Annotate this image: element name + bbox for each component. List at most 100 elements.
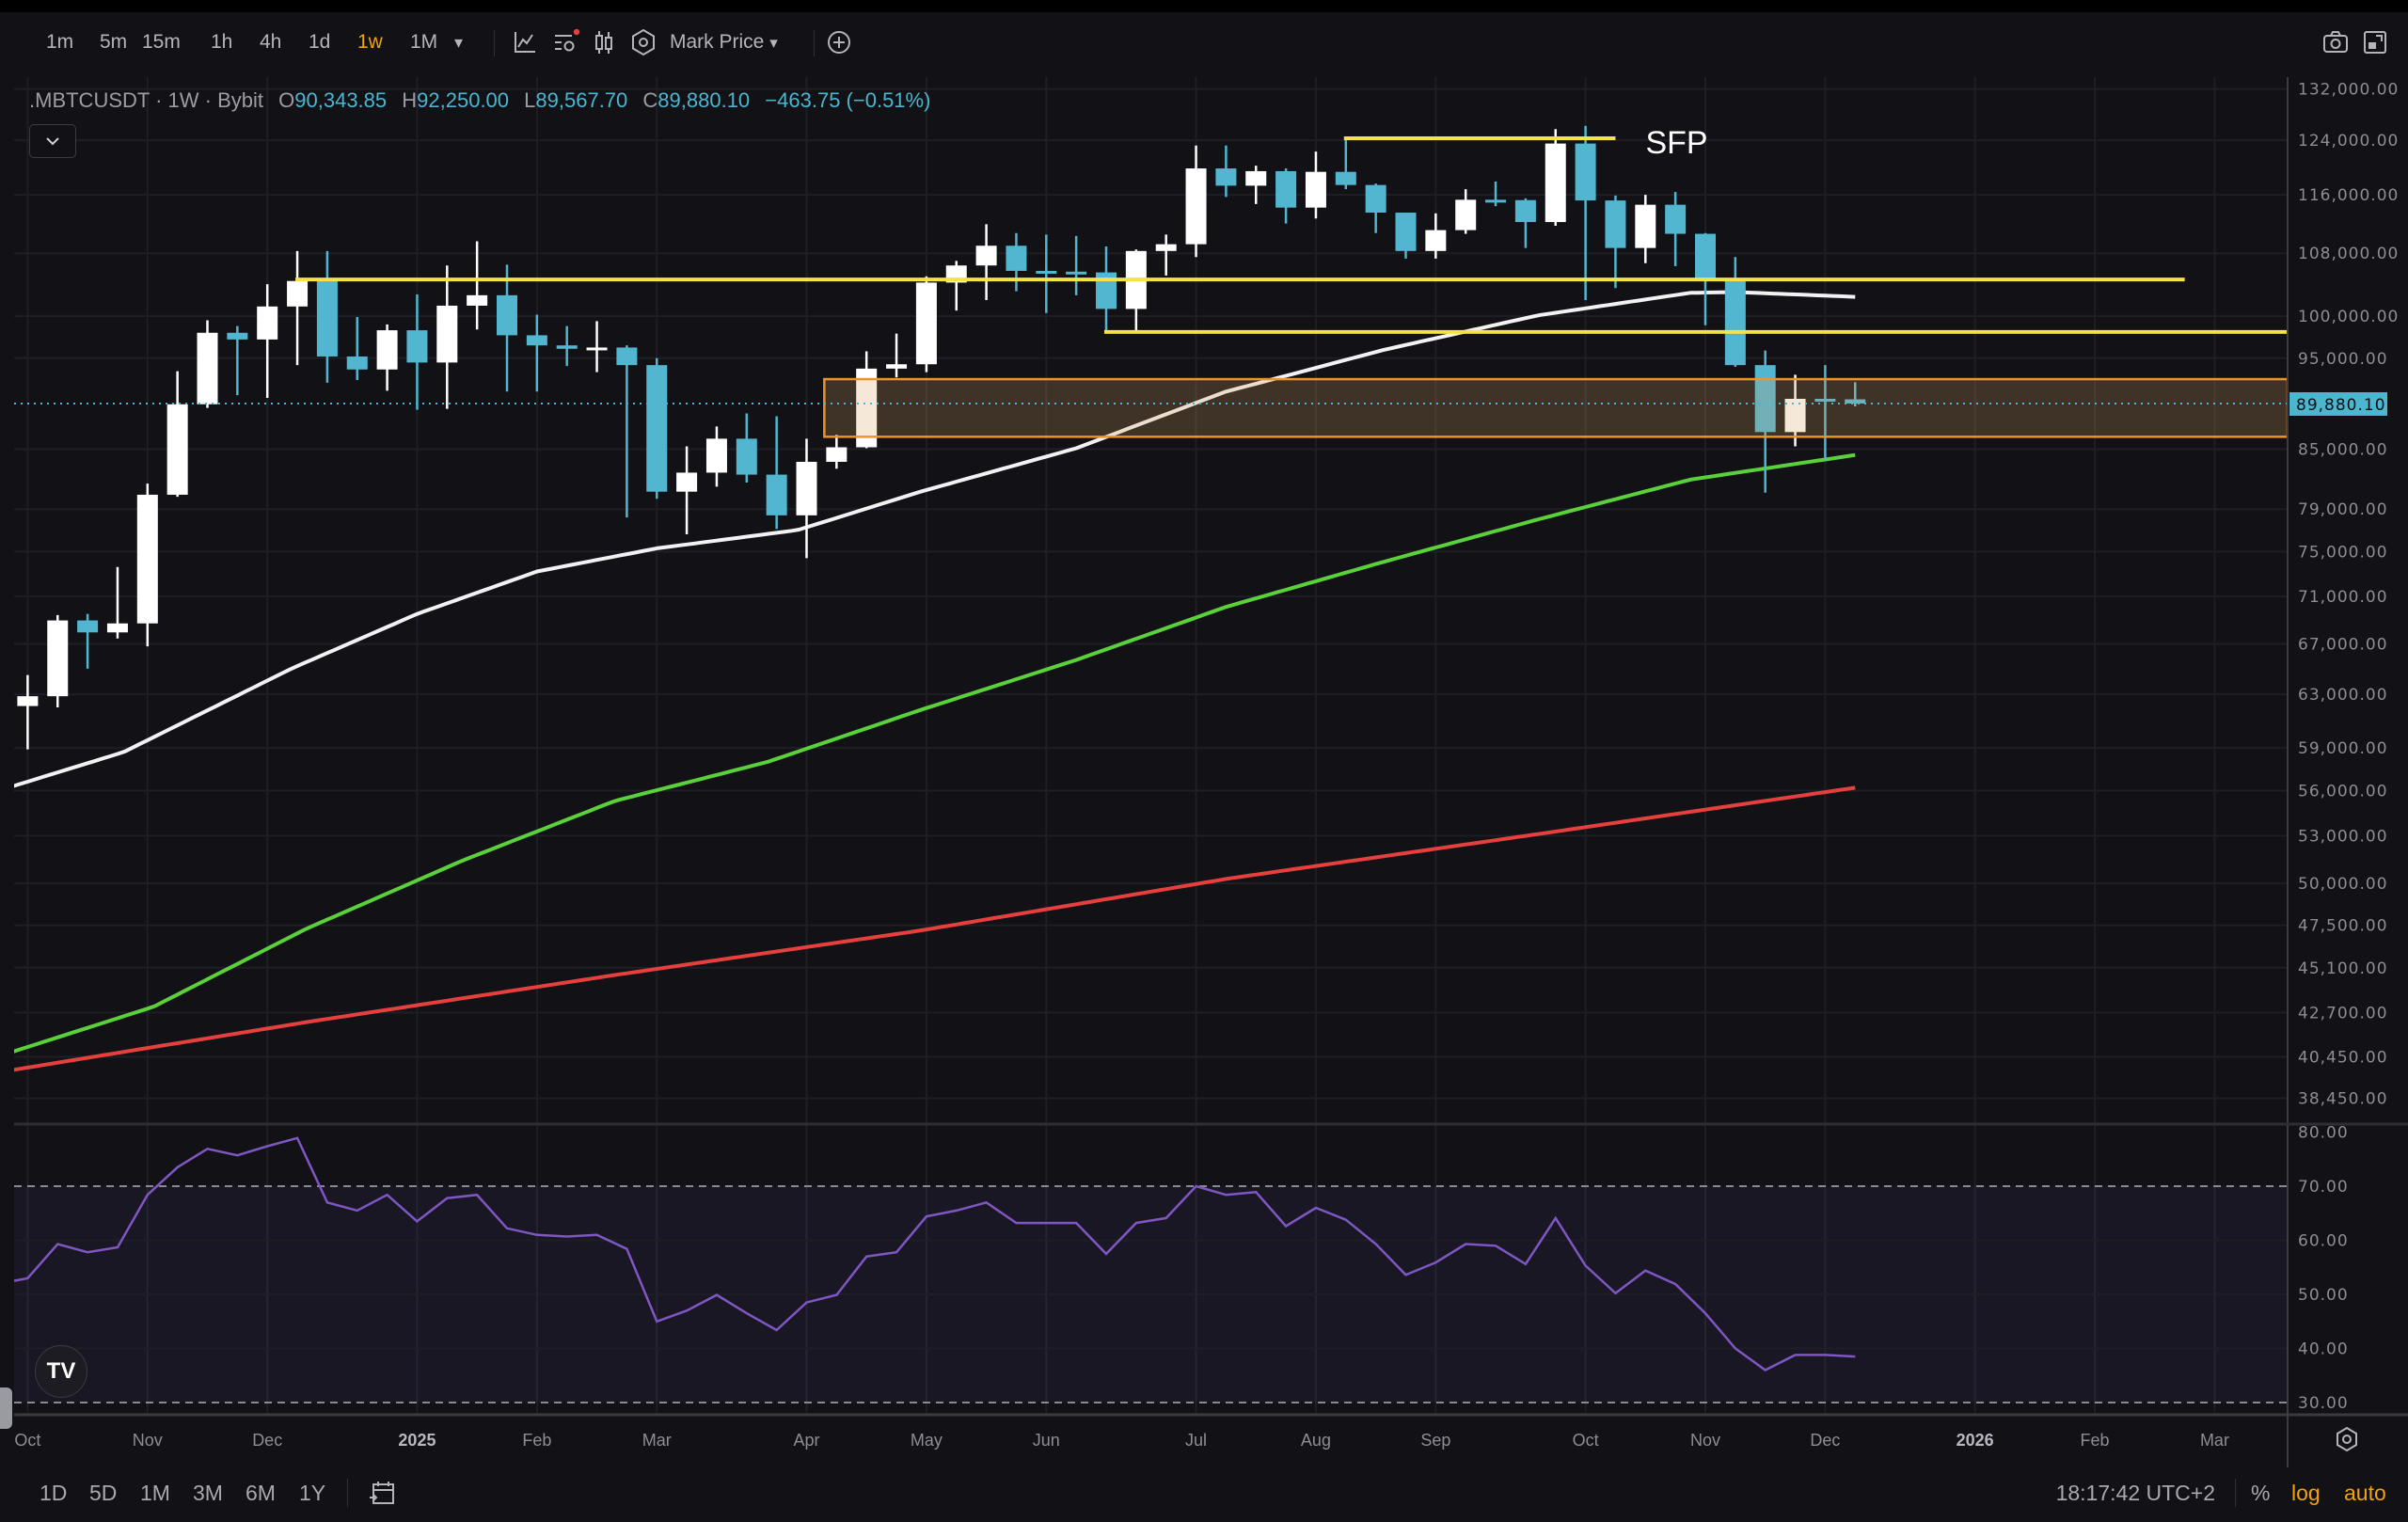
price-source-label: Mark Price (670, 31, 765, 53)
candle-body (1695, 233, 1716, 279)
candle (106, 566, 128, 639)
add-plus-circle-icon[interactable] (823, 26, 855, 58)
indicator-chart-icon[interactable] (509, 26, 541, 58)
candle (1185, 145, 1207, 258)
range-1M[interactable]: 1M (140, 1481, 170, 1505)
candle-body (1605, 200, 1626, 248)
candle-body (47, 620, 69, 697)
candle (227, 325, 248, 396)
candle-body (346, 356, 368, 370)
chart-settings-hexagon-icon[interactable] (627, 26, 659, 58)
candle (1125, 249, 1147, 331)
clock-timezone[interactable]: 18:17:42 UTC+2 (2055, 1481, 2215, 1505)
go-to-date-calendar-icon[interactable] (367, 1477, 399, 1509)
timeframe-more-dropdown[interactable]: ▾ (454, 33, 464, 52)
tradingview-logo-text: TV (46, 1358, 76, 1384)
price-axis-label: 56,000.00 (2298, 783, 2388, 801)
bottom-divider (2235, 1479, 2236, 1507)
camera-snapshot-icon[interactable] (2320, 26, 2352, 58)
log-scale-toggle[interactable]: log (2291, 1481, 2321, 1505)
timeframe-1m[interactable]: 1m (46, 31, 74, 53)
price-source-dropdown[interactable]: Mark Price ▾ (670, 26, 778, 58)
legend-collapse-button[interactable] (29, 124, 76, 158)
candle (1096, 246, 1117, 331)
side-panel-handle[interactable] (0, 1387, 12, 1429)
timeframe-5m[interactable]: 5m (100, 31, 128, 53)
time-axis-label: Oct (14, 1431, 40, 1450)
candle-body (796, 461, 817, 515)
main-pane: SFP (14, 125, 2288, 1072)
candle-body (1155, 244, 1177, 251)
candle (1425, 213, 1447, 259)
candle (316, 250, 338, 383)
percent-scale-toggle[interactable]: % (2251, 1481, 2271, 1505)
candle-type-icon[interactable] (588, 26, 620, 58)
legend-symbol[interactable]: .MBTCUSDT (29, 88, 150, 112)
range-3M[interactable]: 3M (193, 1481, 223, 1505)
range-1Y[interactable]: 1Y (299, 1481, 326, 1505)
price-axis-label: 38,450.00 (2298, 1090, 2388, 1109)
candle-body (736, 438, 757, 475)
timeframe-1w[interactable]: 1w (357, 31, 383, 53)
price-axis-label: 40,450.00 (2298, 1048, 2388, 1067)
candle (1754, 350, 1776, 493)
candle-body (287, 280, 309, 307)
candle-body (975, 246, 997, 266)
candle (346, 317, 368, 380)
candle (1066, 235, 1087, 295)
candle (1275, 168, 1297, 224)
toolbar-divider (494, 30, 495, 56)
candle-body (705, 438, 727, 473)
auto-scale-toggle[interactable]: auto (2344, 1481, 2386, 1505)
timeframe-4h[interactable]: 4h (260, 31, 282, 53)
legend-high-value: 92,250.00 (417, 88, 510, 112)
legend-change: −463.75 (−0.51%) (765, 88, 931, 112)
candle (586, 321, 608, 373)
ma-green-moving-average-line (14, 452, 1856, 1054)
candle-body (436, 305, 458, 363)
candle (1335, 136, 1356, 190)
candle (736, 413, 757, 484)
candle (1245, 166, 1267, 204)
candle-body (376, 330, 398, 370)
candle (1605, 195, 1626, 289)
price-axis[interactable]: 132,000.00 124,000.00 116,000.00 108,000.00… (14, 77, 2408, 1467)
timeframe-1d[interactable]: 1d (309, 31, 331, 53)
candle (975, 224, 997, 300)
candle-body (1365, 184, 1386, 214)
candle-body (106, 623, 128, 633)
candle (467, 241, 488, 330)
price-axis-label: 47,500.00 (2298, 917, 2388, 936)
range-1D[interactable]: 1D (40, 1481, 68, 1505)
range-5D[interactable]: 5D (89, 1481, 118, 1505)
timeframe-1h[interactable]: 1h (211, 31, 233, 53)
indicators-settings-icon[interactable] (549, 26, 581, 58)
timeframe-1M[interactable]: 1M (410, 31, 438, 53)
price-axis-label: 124,000.00 (2298, 132, 2399, 151)
candle (856, 351, 878, 449)
candle (796, 438, 817, 559)
time-axis-label: May (911, 1431, 943, 1450)
time-axis-label: 2025 (398, 1431, 436, 1450)
legend-open-value: 90,343.85 (294, 88, 388, 112)
candle (1724, 257, 1746, 368)
axis-settings-gear-icon[interactable] (2331, 1423, 2363, 1455)
price-axis-label: 108,000.00 (2298, 245, 2399, 263)
time-axis[interactable]: Oct Nov Dec 2025 Feb Mar Apr May Jun Jul Aug Sep Oct… (14, 1431, 2229, 1450)
rsi-axis-label: 40.00 (2298, 1340, 2349, 1359)
candle-body (136, 494, 158, 624)
timeframe-15m[interactable]: 15m (142, 31, 181, 53)
fullscreen-layout-icon[interactable] (2359, 26, 2391, 58)
tradingview-logo[interactable]: TV (35, 1345, 87, 1398)
candle-body (1245, 170, 1267, 186)
price-axis-label: 95,000.00 (2298, 350, 2388, 369)
price-axis-label: 85,000.00 (2298, 441, 2388, 460)
range-6M[interactable]: 6M (246, 1481, 276, 1505)
candle-body (316, 280, 338, 357)
candle (616, 345, 638, 518)
candle-body (227, 332, 248, 340)
candle (1395, 213, 1417, 259)
candle-body (1455, 199, 1477, 230)
time-axis-label: Jun (1033, 1431, 1060, 1450)
